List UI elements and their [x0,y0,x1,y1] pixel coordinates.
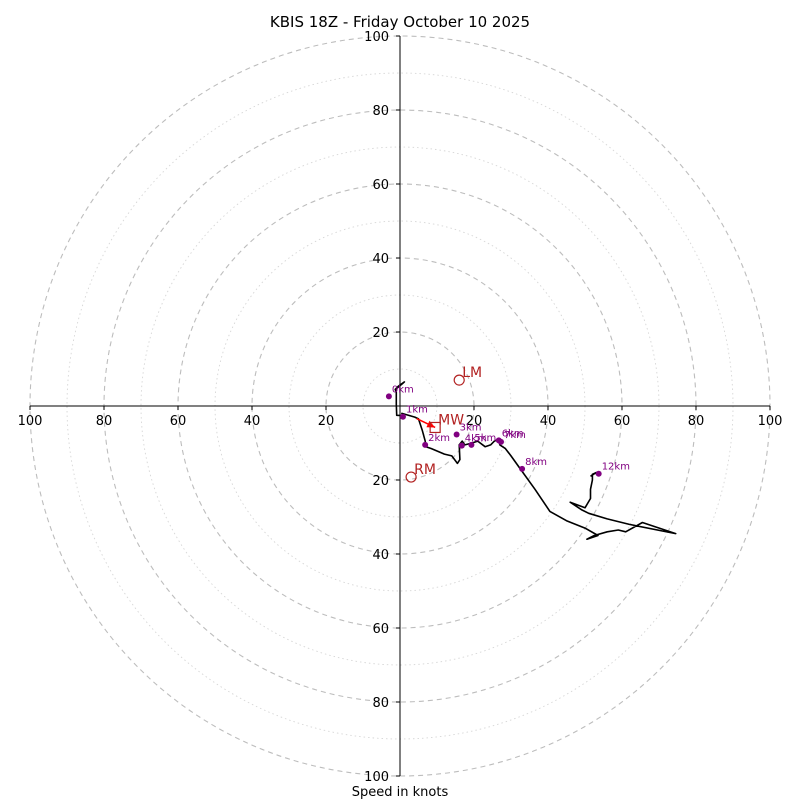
height-label-12km: 12km [602,462,630,473]
x-tick-label: 40 [244,414,261,429]
height-marker-1km [399,413,406,420]
storm-motion-label-mw: MW [438,412,464,428]
height-marker-0km [385,393,392,400]
wind-trace [394,381,677,541]
height-marker-12km [595,470,602,477]
y-tick-labels: 100 80 60 40 20 20 40 60 80 100 [364,30,400,785]
mean-wind-arrow [416,417,436,429]
x-axis-title: Speed in knots [352,785,449,800]
x-tick-labels: 100 80 60 40 20 20 40 60 80 100 [18,406,783,429]
height-label-7km: 7km [504,430,526,441]
height-marker-3km [453,431,460,438]
y-tick-label: 40 [372,252,389,267]
y-tick-label: 20 [372,474,389,489]
height-marker-5km [468,441,475,448]
x-tick-label: 60 [614,414,631,429]
wind-trace-line [394,381,677,541]
height-label-8km: 8km [525,457,547,468]
chart-title: KBIS 18Z - Friday October 10 2025 [270,13,530,31]
x-tick-label: 40 [540,414,557,429]
height-label-3km: 3km [460,422,482,433]
storm-motion-marker-rm [405,471,417,483]
x-tick-label: 20 [466,414,483,429]
x-tick-label: 80 [96,414,113,429]
y-tick-label: 80 [372,696,389,711]
axes [30,36,770,776]
height-label-4km: 4km [465,434,487,445]
height-marker-4km [458,442,465,449]
height-label-6km: 6km [502,428,524,439]
x-tick-label: 60 [170,414,187,429]
y-tick-label: 60 [372,178,389,193]
height-marker-8km [519,465,526,472]
y-tick-label: 20 [372,326,389,341]
y-tick-label: 80 [372,104,389,119]
height-label-0km: 0km [392,384,414,395]
x-tick-label: 20 [318,414,335,429]
storm-motion-marker-lm [453,374,465,386]
height-label-1km: 1km [406,405,428,416]
height-marker-7km [498,438,505,445]
arrow-head [426,420,436,428]
y-tick-label: 40 [372,548,389,563]
storm-motion-label-rm: RM [414,462,436,478]
y-tick-label: 60 [372,622,389,637]
height-marker-2km [422,441,429,448]
height-label-2km: 2km [428,433,450,444]
x-tick-label: 80 [688,414,705,429]
x-tick-label: 100 [758,414,783,429]
storm-motion-label-lm: LM [462,365,482,381]
y-tick-label: 100 [364,770,389,785]
y-tick-label: 100 [364,30,389,45]
x-tick-label: 100 [18,414,43,429]
height-label-5km: 5km [474,433,496,444]
storm-motion-marker-mw [429,421,441,434]
storm-motions: LM RM MW [405,365,482,483]
